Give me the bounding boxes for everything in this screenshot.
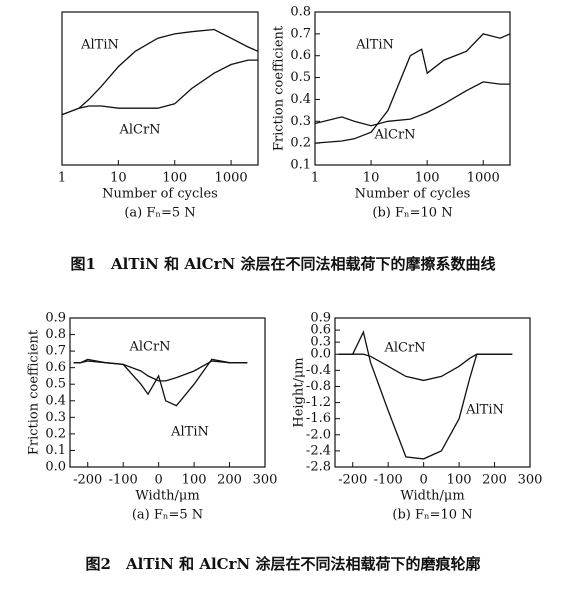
y-axis-label: Height/μm	[292, 357, 307, 427]
x-tick-label: 1000	[467, 171, 500, 186]
x-tick-label: 10	[363, 171, 380, 186]
y-tick-label: 0.0	[310, 347, 331, 362]
y-tick-label: -2.0	[306, 427, 331, 442]
figure-caption: 图2 AlTiN 和 AlCrN 涂层在不同法相载荷下的磨痕轮廓	[86, 555, 481, 573]
x-tick-label: -200	[338, 473, 367, 488]
y-tick-label: 0.6	[290, 48, 311, 63]
y-tick-label: 0.3	[310, 335, 331, 350]
x-tick-label: 1	[311, 171, 319, 186]
y-tick-label: -0.8	[306, 379, 331, 394]
subtitle: (a) Fₙ=5 N	[132, 508, 203, 523]
series-label: AlTiN	[170, 425, 209, 440]
x-tick-label: 300	[253, 473, 278, 488]
figure-caption: 图1 AlTiN 和 AlCrN 涂层在不同法相载荷下的摩擦系数曲线	[71, 255, 496, 273]
x-tick-label: -100	[374, 473, 403, 488]
x-axis-label: Width/μm	[400, 489, 464, 504]
series-label: AlTiN	[465, 403, 504, 418]
x-axis-label: Number of cycles	[102, 187, 218, 202]
y-tick-label: 0.9	[310, 311, 331, 326]
y-tick-label: 0.8	[290, 5, 311, 20]
y-tick-label: 0.5	[290, 70, 311, 85]
x-tick-label: 100	[447, 473, 472, 488]
x-axis-label: Width/μm	[135, 489, 199, 504]
series-line	[73, 358, 248, 407]
y-tick-label: -2.4	[306, 443, 331, 458]
series-label: AlTiN	[355, 38, 394, 53]
series-line	[314, 33, 511, 144]
plot-frame	[61, 11, 259, 166]
series-label: AlCrN	[383, 341, 425, 356]
y-tick-label: 0.2	[290, 136, 311, 151]
x-tick-label: 0	[154, 473, 162, 488]
y-tick-label: 0.2	[45, 426, 66, 441]
x-tick-label: 200	[217, 473, 242, 488]
subtitle: (b) Fₙ=10 N	[392, 508, 472, 523]
x-tick-label: 1	[58, 171, 66, 186]
series-label: AlCrN	[118, 123, 160, 138]
series-line	[73, 360, 248, 382]
x-tick-label: 200	[482, 473, 507, 488]
y-tick-label: 0.5	[45, 377, 66, 392]
x-tick-label: 10	[110, 171, 127, 186]
y-tick-label: 0.4	[290, 92, 311, 107]
y-tick-label: 0.8	[45, 327, 66, 342]
plot-frame	[69, 317, 266, 468]
y-tick-label: -2.8	[306, 460, 331, 475]
y-tick-label: 0.3	[290, 114, 311, 129]
y-axis-label: Friction coefficient	[272, 25, 287, 151]
y-tick-label: -1.2	[306, 395, 331, 410]
y-axis-label: Friction coefficient	[27, 329, 42, 455]
y-tick-label: -0.4	[306, 363, 331, 378]
x-tick-label: 100	[162, 171, 187, 186]
series-line	[61, 28, 259, 116]
x-tick-label: 0	[419, 473, 427, 488]
y-tick-label: 0.9	[45, 311, 66, 326]
y-tick-label: 0.7	[45, 344, 66, 359]
x-tick-label: 300	[518, 473, 543, 488]
series-label: AlTiN	[80, 38, 119, 53]
y-tick-label: 0.1	[290, 158, 311, 173]
plot-frame	[334, 317, 531, 468]
series-line	[338, 353, 513, 382]
x-axis-label: Number of cycles	[355, 187, 471, 202]
series-line	[314, 81, 510, 127]
series-label: AlCrN	[128, 340, 170, 355]
y-tick-label: 0.1	[45, 443, 66, 458]
x-tick-label: -100	[109, 473, 138, 488]
x-tick-label: -200	[73, 473, 102, 488]
x-tick-label: 100	[182, 473, 207, 488]
x-tick-label: 100	[415, 171, 440, 186]
y-tick-label: -1.6	[306, 411, 331, 426]
series-label: AlCrN	[373, 128, 415, 143]
x-tick-label: 1000	[215, 171, 248, 186]
y-tick-label: 0.0	[45, 460, 66, 475]
series-line	[338, 330, 513, 460]
subtitle: (a) Fₙ=5 N	[124, 206, 195, 221]
y-tick-label: 0.6	[45, 360, 66, 375]
series-line	[61, 59, 258, 116]
subtitle: (b) Fₙ=10 N	[372, 206, 452, 221]
plot-frame	[314, 11, 511, 166]
y-tick-label: 0.4	[45, 393, 66, 408]
y-tick-label: 0.3	[45, 410, 66, 425]
y-tick-label: 0.6	[310, 323, 331, 338]
y-tick-label: 0.7	[290, 26, 311, 41]
